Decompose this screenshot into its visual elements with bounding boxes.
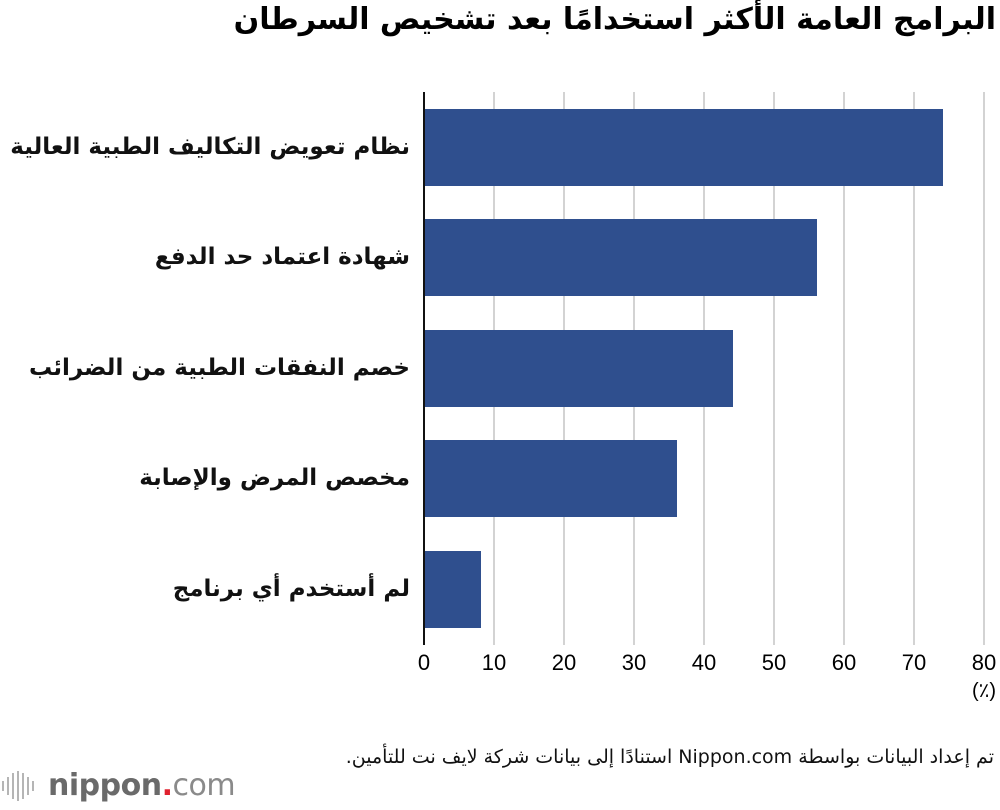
x-tick-label: 60 xyxy=(831,650,857,675)
bar xyxy=(425,330,733,407)
chart-title: البرامج العامة الأكثر استخدامًا بعد تشخي… xyxy=(233,2,997,37)
x-tick-label: 80 xyxy=(971,650,997,675)
chart-plot-area: نظام تعويض التكاليف الطبية العالية شهادة … xyxy=(10,92,997,702)
bar xyxy=(425,109,943,186)
x-tick-label: 50 xyxy=(761,650,787,675)
category-label: مخصص المرض والإصابة xyxy=(139,465,410,491)
gridline xyxy=(983,92,985,645)
bar xyxy=(425,219,817,296)
x-axis-unit: (٪) xyxy=(971,680,997,702)
y-axis-line xyxy=(423,92,425,645)
x-tick-label: 0 xyxy=(417,650,431,675)
source-note: تم إعداد البيانات بواسطة Nippon.com استن… xyxy=(345,746,994,768)
gridline xyxy=(843,92,845,645)
bar xyxy=(425,551,481,628)
nippon-logo: nippon.com xyxy=(2,768,236,803)
category-label: لم أستخدم أي برنامج xyxy=(172,576,410,602)
gridline xyxy=(913,92,915,645)
logo-wordmark: nippon.com xyxy=(48,768,236,803)
category-label: شهادة اعتماد حد الدفع xyxy=(154,244,410,270)
sound-wave-icon xyxy=(2,770,34,801)
bar xyxy=(425,440,677,517)
x-tick-label: 20 xyxy=(551,650,577,675)
x-tick-label: 10 xyxy=(481,650,507,675)
category-label: خصم النفقات الطبية من الضرائب xyxy=(28,355,410,381)
x-tick-label: 70 xyxy=(901,650,927,675)
x-tick-label: 40 xyxy=(691,650,717,675)
gridline xyxy=(773,92,775,645)
category-label: نظام تعويض التكاليف الطبية العالية xyxy=(10,134,410,160)
x-tick-label: 30 xyxy=(621,650,647,675)
